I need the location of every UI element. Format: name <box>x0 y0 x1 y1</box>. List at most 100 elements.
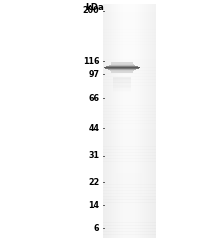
Bar <box>113 84 131 85</box>
Bar <box>129 4 130 238</box>
Bar <box>103 70 156 74</box>
Bar <box>133 4 134 238</box>
Bar <box>113 81 131 82</box>
Bar <box>103 123 156 126</box>
Bar <box>103 76 156 80</box>
Bar <box>103 173 156 176</box>
Text: 97: 97 <box>88 70 99 79</box>
Bar <box>113 4 114 238</box>
Bar <box>122 4 123 238</box>
Bar <box>115 4 116 238</box>
Bar <box>113 86 131 88</box>
Bar <box>128 4 129 238</box>
Bar <box>137 4 138 238</box>
Bar <box>135 4 136 238</box>
Bar <box>113 87 131 88</box>
Bar <box>103 222 156 226</box>
Bar <box>113 91 131 92</box>
Bar <box>103 73 156 77</box>
Text: 66: 66 <box>88 94 99 103</box>
Text: 14: 14 <box>88 201 99 210</box>
Bar <box>113 78 131 80</box>
Bar <box>150 4 151 238</box>
Bar <box>103 196 156 200</box>
Bar <box>103 126 156 129</box>
Bar <box>113 83 131 84</box>
Bar <box>143 4 144 238</box>
Bar <box>118 4 119 238</box>
Bar <box>120 4 121 238</box>
Bar <box>103 214 156 217</box>
Bar <box>113 83 131 84</box>
Bar <box>103 59 156 62</box>
Bar <box>103 79 156 83</box>
Bar <box>124 4 125 238</box>
Bar <box>114 4 115 238</box>
Bar <box>135 4 136 238</box>
Bar <box>133 4 134 238</box>
Bar <box>113 90 131 91</box>
Bar <box>113 77 131 78</box>
Bar <box>103 108 156 112</box>
Bar <box>103 199 156 203</box>
Bar <box>113 87 131 88</box>
Bar <box>109 4 110 238</box>
Text: 6: 6 <box>94 224 99 233</box>
Bar <box>130 4 131 238</box>
Bar <box>151 4 152 238</box>
Bar <box>110 4 111 238</box>
Bar <box>113 78 131 79</box>
Bar <box>130 4 131 238</box>
Bar <box>103 190 156 194</box>
Bar <box>113 90 131 92</box>
Bar <box>106 4 107 238</box>
Bar <box>103 228 156 232</box>
Text: 22: 22 <box>88 178 99 187</box>
Bar <box>103 217 156 220</box>
Bar <box>116 4 117 238</box>
Bar <box>113 83 131 84</box>
Bar <box>129 4 130 238</box>
Bar <box>134 4 135 238</box>
Bar <box>142 4 143 238</box>
Bar <box>103 4 104 238</box>
Bar <box>127 4 128 238</box>
Bar <box>144 4 145 238</box>
Bar <box>113 4 114 238</box>
Bar <box>103 220 156 223</box>
Bar <box>113 85 131 86</box>
Text: 31: 31 <box>88 151 99 161</box>
Bar <box>113 86 131 87</box>
Bar <box>103 62 156 65</box>
Bar <box>113 84 131 85</box>
Bar <box>140 4 141 238</box>
Bar <box>108 4 109 238</box>
Bar <box>104 4 105 238</box>
Bar <box>103 53 156 56</box>
Bar <box>113 80 131 82</box>
Bar <box>103 135 156 138</box>
Bar <box>103 176 156 179</box>
Bar <box>104 4 105 238</box>
Bar <box>116 4 117 238</box>
Bar <box>103 15 156 18</box>
Bar <box>153 4 154 238</box>
Bar <box>128 4 129 238</box>
Bar <box>149 4 150 238</box>
Bar <box>124 4 125 238</box>
Bar <box>126 4 127 238</box>
Bar <box>103 117 156 120</box>
Bar <box>134 4 135 238</box>
Bar <box>103 24 156 27</box>
Bar <box>103 167 156 170</box>
Bar <box>103 32 156 36</box>
Bar <box>134 4 135 238</box>
Bar <box>103 164 156 168</box>
Bar <box>122 4 123 238</box>
Bar <box>105 4 106 238</box>
Bar <box>103 12 156 15</box>
Bar <box>103 144 156 147</box>
Bar <box>103 181 156 185</box>
Bar <box>113 85 131 86</box>
Bar <box>103 146 156 150</box>
